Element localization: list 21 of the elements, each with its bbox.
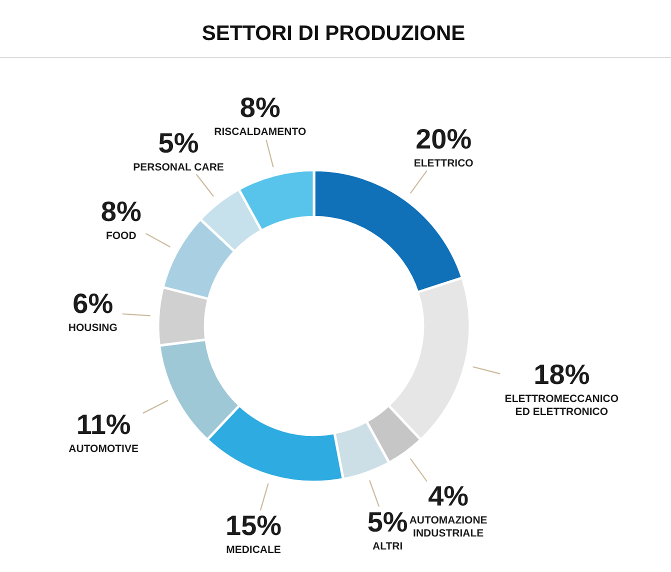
- slice-label: RISCALDAMENTO: [214, 126, 306, 138]
- slice-label: AUTOMOTIVE: [68, 443, 138, 456]
- slice-label: ALTRI: [372, 540, 403, 552]
- data-label: 15%: [225, 510, 282, 542]
- data-label: 20%: [416, 124, 472, 155]
- data-label: 18%: [534, 359, 590, 390]
- chart-title: SETTORI DI PRODUZIONE: [202, 22, 466, 46]
- slice-label: MEDICALE: [226, 544, 281, 556]
- data-label: 4%: [428, 480, 469, 512]
- data-label: 6%: [72, 288, 114, 320]
- data-label: 8%: [100, 196, 142, 227]
- data-label: 8%: [240, 92, 280, 124]
- slice-label: HOUSING: [68, 322, 118, 334]
- slice-label: AUTOMAZIONE INDUSTRIALE: [409, 514, 488, 540]
- data-label: 5%: [158, 127, 199, 158]
- slice-label: FOOD: [106, 230, 137, 242]
- slice-label: ELETTROMECCANICO ED ELETTRONICO: [504, 393, 619, 418]
- slice-label: ELETTRICO: [414, 158, 474, 170]
- data-label: 11%: [76, 409, 131, 440]
- data-label: 5%: [367, 506, 408, 538]
- slice-label: PERSONAL CARE: [133, 161, 224, 174]
